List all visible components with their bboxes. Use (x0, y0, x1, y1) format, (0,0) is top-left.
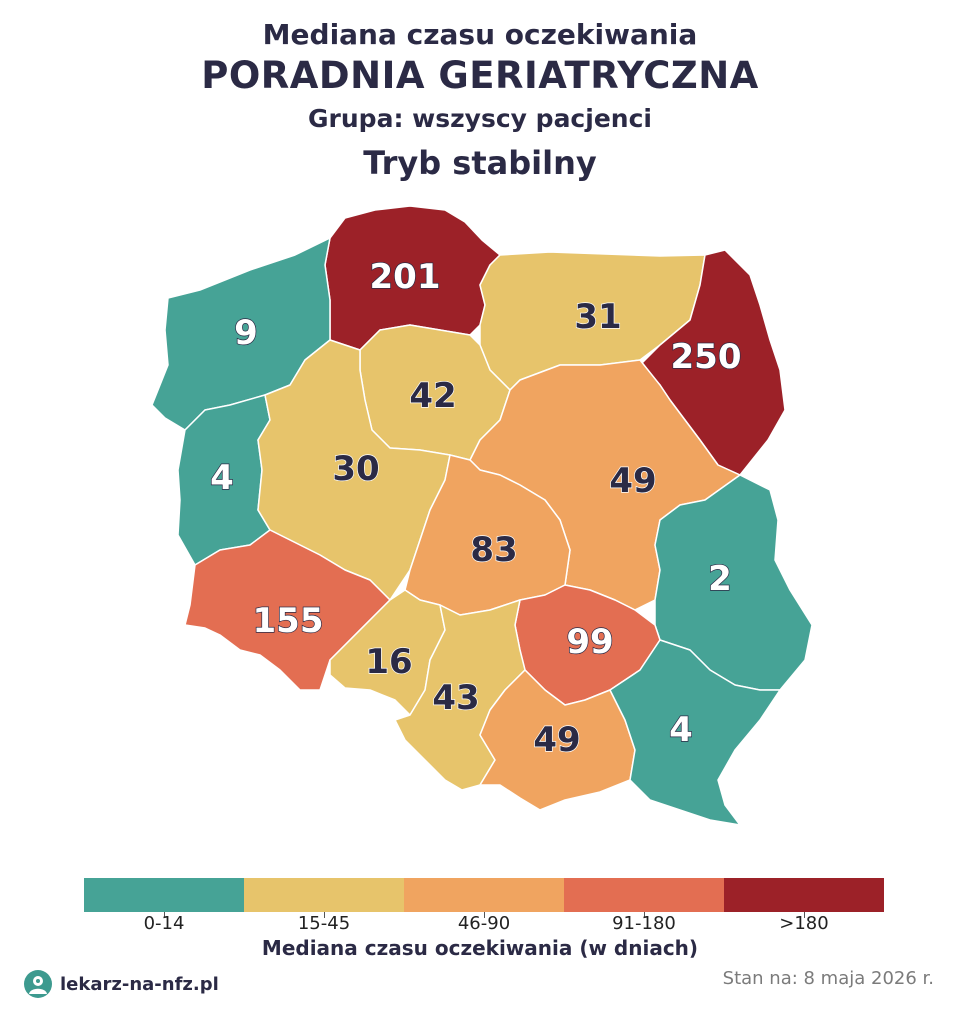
legend-swatch-over-180 (724, 878, 884, 912)
brand[interactable]: lekarz-na-nfz.pl (24, 970, 219, 998)
value-label-wielkopolskie: 30 (332, 449, 379, 489)
value-label-podkarpackie: 4 (669, 710, 693, 750)
value-label-lodzkie: 83 (470, 530, 517, 570)
value-label-dolnoslaskie: 155 (253, 601, 324, 641)
value-label-lubuskie: 4 (210, 458, 234, 498)
legend-swatch-15-45 (244, 878, 404, 912)
value-label-podlaskie: 250 (671, 337, 742, 377)
value-label-zachodniopomorskie: 9 (234, 313, 258, 353)
value-label-lubelskie: 2 (708, 559, 732, 599)
legend-tick (324, 912, 325, 918)
legend-label-91-180: 91-180 (612, 913, 676, 934)
legend-label-15-45: 15-45 (297, 913, 351, 934)
region-malopolskie (479, 669, 636, 811)
value-label-swietokrzyskie: 99 (566, 622, 613, 662)
color-legend (84, 878, 884, 912)
legend-label-0-14: 0-14 (143, 913, 185, 934)
patient-group-label: Grupa: wszyscy pacjenci (308, 104, 652, 133)
brand-name: lekarz-na-nfz.pl (60, 973, 219, 995)
mode-label: Tryb stabilny (363, 144, 597, 182)
legend-tick (644, 912, 645, 918)
region-opolskie (329, 589, 446, 716)
value-label-slaskie: 43 (432, 678, 479, 718)
doctor-logo-icon (24, 970, 52, 998)
legend-swatch-46-90 (404, 878, 564, 912)
map-supertitle: Mediana czasu oczekiwania (262, 18, 698, 51)
poland-voivodeship-map: 201 31 250 9 42 4 30 49 83 2 155 16 99 43 49 4 (151, 205, 813, 826)
legend-tick (164, 912, 165, 918)
legend-swatch-91-180 (564, 878, 724, 912)
legend-tick (804, 912, 805, 918)
legend-swatch-0-14 (84, 878, 244, 912)
legend-label-46-90: 46-90 (457, 913, 511, 934)
legend-label-over-180: >180 (779, 913, 829, 934)
legend-tick (484, 912, 485, 918)
region-podkarpackie (609, 639, 781, 826)
value-label-opolskie: 16 (365, 642, 412, 682)
value-label-malopolskie: 49 (533, 720, 580, 760)
legend-title: Mediana czasu oczekiwania (w dniach) (261, 936, 699, 960)
value-label-pomorskie: 201 (370, 257, 441, 297)
value-label-mazowieckie: 49 (609, 461, 656, 501)
value-label-kujawsko-pomorskie: 42 (409, 376, 456, 416)
value-label-warminsko-mazurskie: 31 (574, 297, 621, 337)
status-date: Stan na: 8 maja 2026 r. (722, 968, 934, 989)
map-title: PORADNIA GERIATRYCZNA (201, 54, 759, 97)
